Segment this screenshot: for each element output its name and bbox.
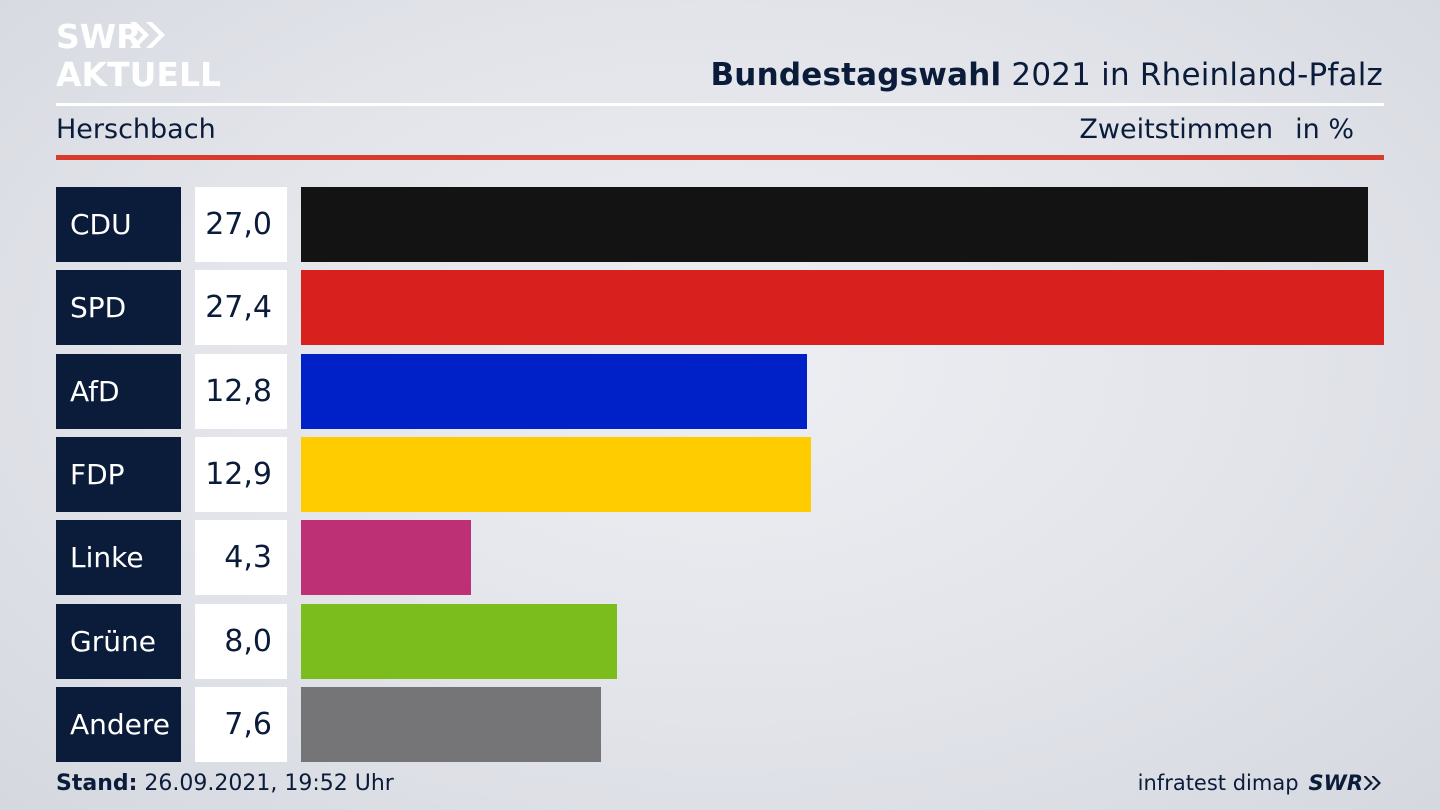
- accent-divider: [56, 155, 1384, 160]
- header-divider: [56, 103, 1384, 106]
- timestamp: Stand: 26.09.2021, 19:52 Uhr: [56, 771, 394, 796]
- bar-row-afd: AfD 12,8: [56, 353, 1384, 429]
- value-label: 12,9: [195, 436, 287, 512]
- party-label: Andere: [56, 686, 181, 762]
- value-label: 4,3: [195, 520, 287, 596]
- stand-label: Stand:: [56, 771, 138, 796]
- footer-brand: SWR: [1309, 771, 1384, 795]
- footer-chevrons-icon: [1364, 776, 1381, 790]
- party-label: Linke: [56, 520, 181, 596]
- value-label: 8,0: [195, 603, 287, 679]
- bar-row-andere: Andere 7,6: [56, 686, 1384, 762]
- bar-andere: [301, 686, 601, 762]
- bar-row-spd: SPD 27,4: [56, 270, 1384, 346]
- page-title: Bundestagswahl 2021 in Rheinland-Pfalz: [710, 57, 1383, 93]
- value-label: 27,4: [195, 270, 287, 346]
- party-label: SPD: [56, 270, 181, 346]
- bar-row-cdu: CDU 27,0: [56, 187, 1384, 262]
- bar-row-grüne: Grüne 8,0: [56, 603, 1384, 679]
- party-label: FDP: [56, 436, 181, 512]
- footer-brand-text: SWR: [1308, 771, 1363, 795]
- value-label: 7,6: [195, 686, 287, 762]
- vote-type-label: Zweitstimmen in %: [1079, 114, 1354, 145]
- title-bold: Bundestagswahl: [710, 57, 1002, 93]
- bar-chart: CDU 27,0 SPD 27,4 AfD 12,8 FDP 12,9 Linke 4,3 Grün…: [56, 187, 1384, 762]
- title-rest: 2021 in Rheinland-Pfalz: [1001, 57, 1383, 93]
- stand-value: 26.09.2021, 19:52 Uhr: [137, 771, 394, 796]
- value-label: 12,8: [195, 353, 287, 429]
- logo-line2: AKTUELL: [56, 55, 221, 90]
- unit-label: in %: [1295, 114, 1354, 145]
- logo-line1: SWR: [56, 17, 142, 56]
- bar-linke: [301, 520, 471, 596]
- party-label: AfD: [56, 353, 181, 429]
- bar-row-fdp: FDP 12,9: [56, 436, 1384, 512]
- bar-fdp: [301, 436, 811, 512]
- vote-type: Zweitstimmen: [1079, 114, 1274, 145]
- bar-spd: [301, 270, 1384, 346]
- source-label: infratest dimap: [1137, 771, 1299, 795]
- bar-row-linke: Linke 4,3: [56, 520, 1384, 596]
- swr-aktuell-logo: SWR AKTUELL: [56, 16, 226, 90]
- party-label: Grüne: [56, 603, 181, 679]
- value-label: 27,0: [195, 187, 287, 262]
- bar-afd: [301, 353, 807, 429]
- party-label: CDU: [56, 187, 181, 262]
- source-credit: infratest dimap SWR: [1138, 771, 1384, 795]
- region-name: Herschbach: [56, 114, 216, 145]
- logo-chevrons-icon: [130, 22, 165, 48]
- bar-cdu: [301, 187, 1368, 262]
- bar-grüne: [301, 603, 617, 679]
